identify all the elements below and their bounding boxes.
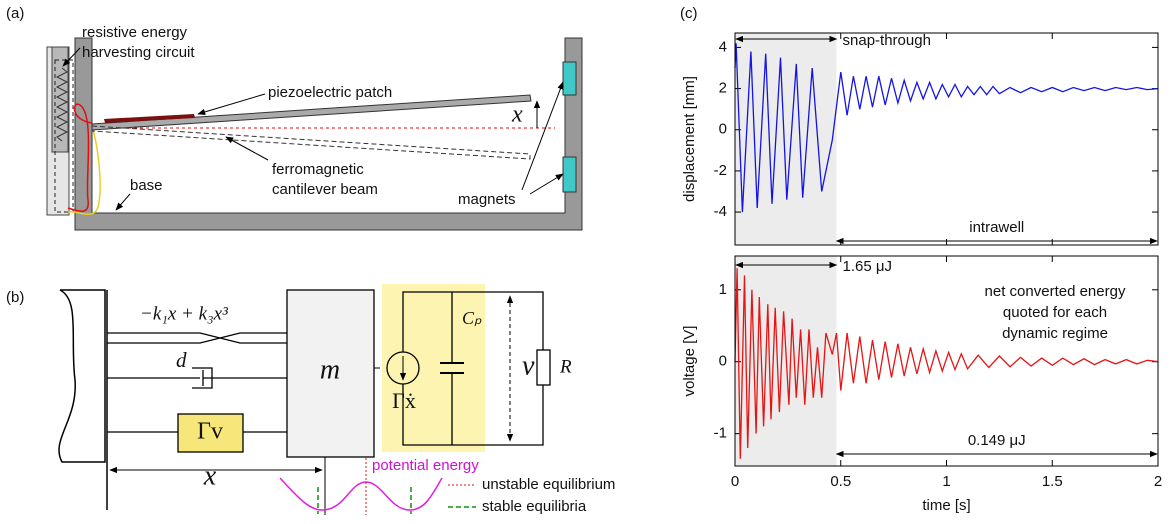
panel-a: (a) x resistive energy harvesting circui… [6, 5, 583, 231]
resistor [536, 349, 551, 386]
x-tick-label: 2 [1154, 473, 1162, 490]
x-tick-label: 1 [942, 473, 950, 490]
arrow [62, 47, 81, 67]
annotation: snap-through [843, 32, 931, 49]
magnet [562, 61, 577, 96]
label: resistive energy [82, 24, 188, 41]
y-axis-label: displacement [mm] [681, 76, 698, 202]
y-tick-label: 1 [719, 281, 727, 298]
capacitor [440, 362, 464, 374]
label: potential energy [372, 457, 479, 474]
legend-label: stable equilibria [482, 498, 587, 515]
symbol: Γẋ [392, 388, 416, 413]
y-tick-label: 0 [719, 121, 727, 138]
x-tick-label: 0 [731, 473, 739, 490]
arrow [115, 193, 131, 211]
spring-label: −k₁x + k₃x³ [140, 303, 228, 324]
symbol: R [559, 356, 572, 377]
panel-label: (a) [6, 5, 24, 22]
legend-label: unstable equilibrium [482, 476, 615, 493]
potential-curve [279, 477, 443, 511]
y-tick-label: 2 [719, 80, 727, 97]
y-tick-label: -2 [714, 162, 727, 179]
panel-label: (c) [680, 5, 698, 22]
arrow [225, 136, 269, 161]
y-axis-label: voltage [V] [681, 326, 698, 397]
plot-frame [734, 32, 1159, 246]
magnet [562, 156, 577, 193]
wire [67, 103, 93, 212]
x-tick-label: 0.5 [830, 473, 851, 490]
label: base [130, 177, 163, 194]
symbol: Γv [197, 419, 223, 445]
note: quoted for each [1003, 304, 1107, 321]
beam [91, 94, 532, 131]
panel-label: (b) [6, 289, 24, 306]
note: dynamic regime [1002, 325, 1108, 342]
symbol: d [176, 348, 187, 372]
wire [67, 126, 101, 215]
y-tick-label: 0 [719, 353, 727, 370]
arrow [521, 81, 564, 191]
line-series [734, 268, 1159, 459]
patch [104, 114, 195, 123]
y-tick-label: 4 [719, 38, 727, 55]
wall [58, 289, 106, 463]
note: net converted energy [985, 283, 1126, 300]
resistor-zigzag [55, 67, 69, 142]
x-axis-label: time [s] [922, 497, 970, 514]
symbol: v [522, 350, 535, 381]
label: magnets [458, 191, 516, 208]
label: piezoelectric patch [268, 84, 392, 101]
mass [286, 289, 375, 458]
symbol: x [203, 460, 217, 491]
y-tick-label: -4 [714, 203, 727, 220]
base [74, 37, 583, 231]
label: ferromagnetic [272, 161, 364, 178]
plot-frame [734, 255, 1159, 467]
coupling-box [177, 413, 244, 453]
x-tick-label: 1.5 [1042, 473, 1063, 490]
annotation: intrawell [969, 219, 1024, 236]
symbol: x [511, 102, 523, 128]
panel-b: (b) −k₁x + k₃x³ d Γv m Cₚ Γẋ v R x poten… [6, 284, 615, 515]
annotation: 1.65 μJ [843, 258, 893, 275]
arrow [197, 93, 266, 116]
symbol: m [320, 354, 340, 385]
beam-deflected [91, 125, 531, 160]
damper [107, 367, 287, 389]
spring [107, 332, 287, 344]
label: harvesting circuit [82, 44, 195, 61]
symbol: Cₚ [462, 308, 482, 328]
annotation: 0.149 μJ [968, 432, 1026, 449]
y-tick-label: -1 [714, 425, 727, 442]
arrow [529, 173, 564, 195]
label: cantilever beam [272, 181, 378, 198]
line-series [734, 43, 1159, 213]
